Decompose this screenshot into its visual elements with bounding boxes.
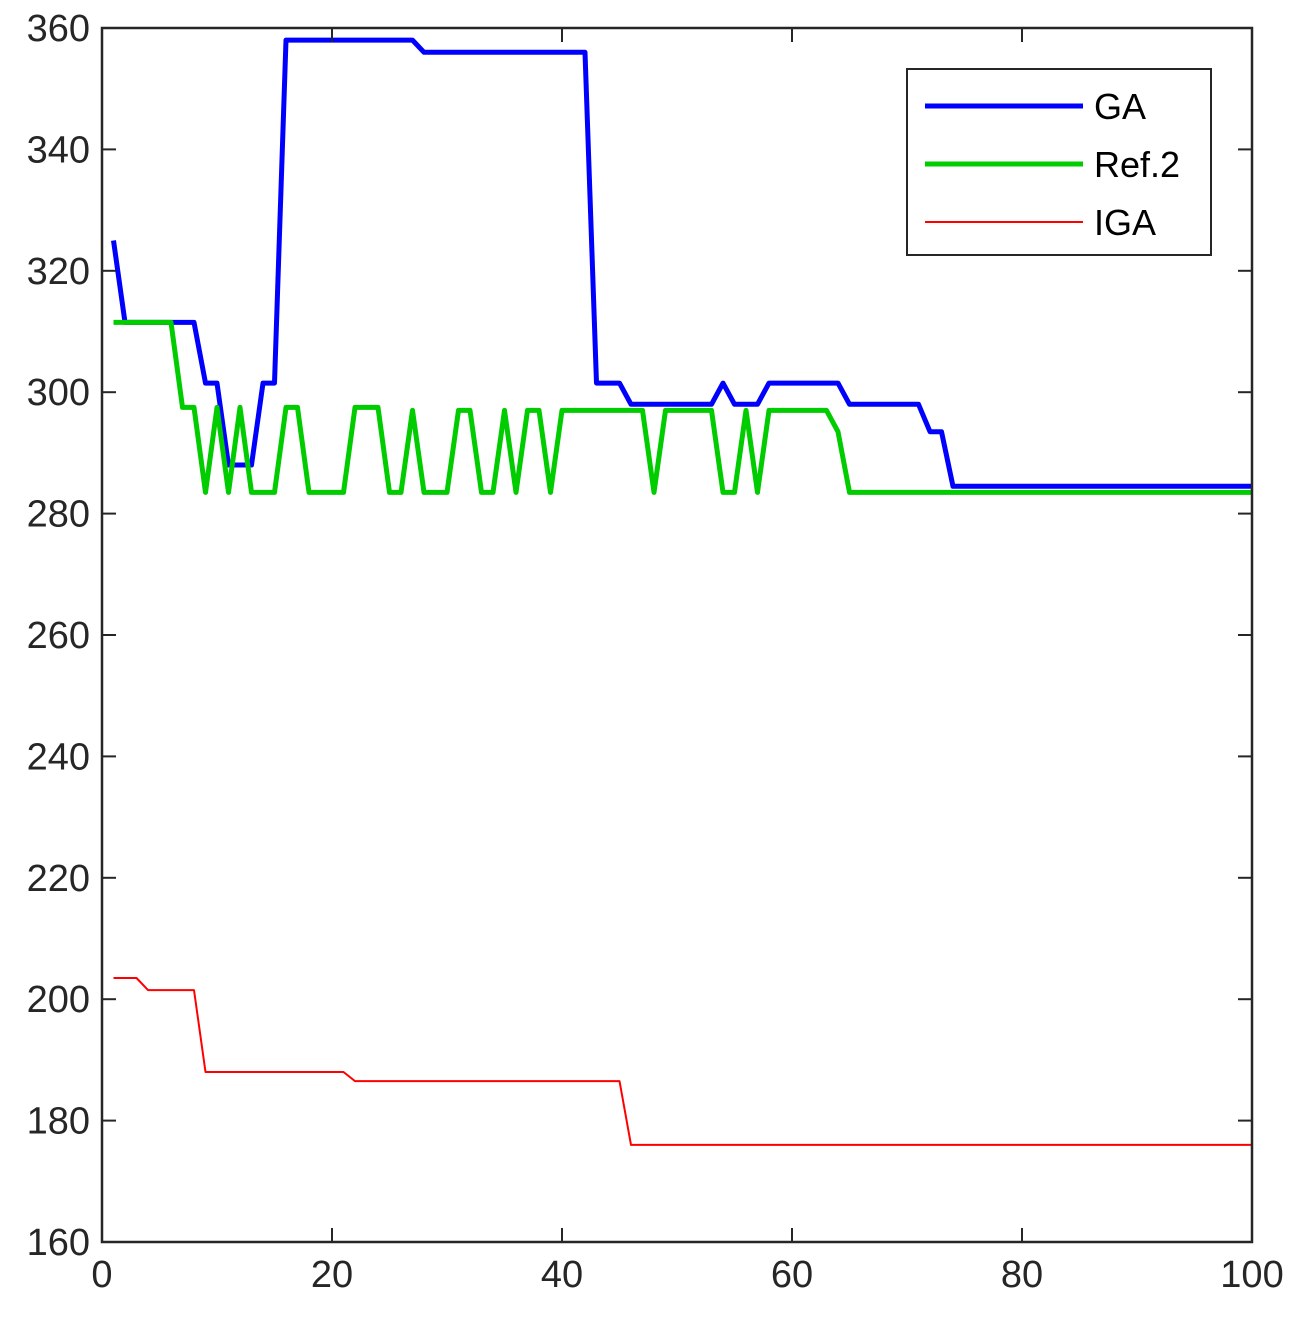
- series-layer: [111, 37, 1252, 1146]
- y-tick-label: 360: [27, 8, 90, 50]
- y-tick-label: 220: [27, 858, 90, 900]
- y-tick-label: 180: [27, 1101, 90, 1143]
- x-tick-label: 100: [1220, 1254, 1283, 1296]
- y-tick-label: 160: [27, 1222, 90, 1264]
- y-tick-label: 300: [27, 372, 90, 414]
- x-tick-label: 40: [541, 1254, 583, 1296]
- x-tick-label: 0: [91, 1254, 112, 1296]
- x-tick-label: 80: [1001, 1254, 1043, 1296]
- y-tick-label: 260: [27, 615, 90, 657]
- legend: GA Ref.2 IGA: [906, 68, 1212, 256]
- series-line-ref2: [113, 319, 1252, 495]
- legend-label-ref2: Ref.2: [1094, 144, 1180, 185]
- y-tick-label: 280: [27, 494, 90, 536]
- y-tick-label: 320: [27, 251, 90, 293]
- x-tick-label: 20: [311, 1254, 353, 1296]
- y-tick-label: 240: [27, 736, 90, 778]
- series-line-iga: [113, 977, 1252, 1146]
- series-line-ga: [111, 37, 1252, 489]
- tick-layer: 0 20 40 60 80 100 160 180 200 220 240 260 280 300 320 3…: [27, 8, 1284, 1296]
- y-tick-label: 200: [27, 979, 90, 1021]
- legend-label-ga: GA: [1094, 86, 1146, 127]
- legend-label-iga: IGA: [1094, 202, 1156, 243]
- x-tick-label: 60: [771, 1254, 813, 1296]
- y-tick-label: 340: [27, 129, 90, 171]
